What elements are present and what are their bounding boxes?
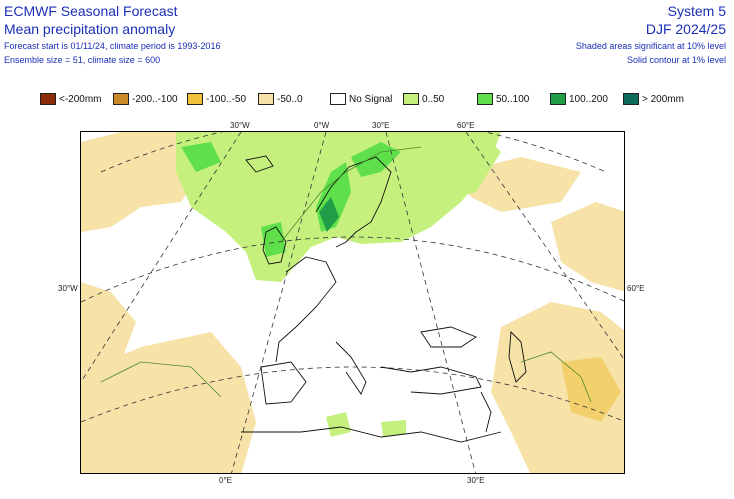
legend-swatch (187, 93, 203, 105)
shade-aegean-small (381, 420, 406, 436)
shade-mediterranean-small (326, 412, 351, 437)
coast-iceland (245, 155, 274, 173)
tick-bottom-30e: 30°E (467, 476, 485, 485)
legend-label: 100..200 (569, 94, 608, 105)
significance-note-10pct: Shaded areas significant at 10% level (575, 41, 726, 51)
negative-anomaly-shading (81, 132, 624, 473)
coast-western-europe (275, 256, 337, 363)
system-label: System 5 (667, 3, 726, 19)
legend-swatch (330, 93, 346, 105)
legend-label: No Signal (349, 94, 393, 105)
forecast-info: Forecast start is 01/11/24, climate peri… (4, 41, 221, 51)
coast-black-sea (420, 326, 477, 348)
coast-british-isles (262, 226, 287, 265)
tick-left-30w: 30°W (58, 284, 78, 293)
tick-top-30w: 30°W (230, 121, 250, 130)
shade-british-isles (261, 222, 286, 257)
coast-balkans-turkey (380, 366, 482, 395)
coast-caspian (508, 330, 527, 383)
legend-label: 0..50 (422, 94, 445, 105)
positive-anomaly-shading-strongest (319, 197, 339, 232)
meridian-60e (465, 132, 624, 360)
legend-label: -200..-100 (132, 94, 178, 105)
tick-top-0w: 0°W (314, 121, 330, 130)
legend-label: 50..100 (496, 94, 530, 105)
legend-swatch (258, 93, 274, 105)
map-canvas (81, 132, 624, 473)
legend-label: -50..0 (277, 94, 303, 105)
legend-label: -100..-50 (206, 94, 247, 105)
coast-italy (335, 341, 367, 395)
graticule (81, 132, 624, 473)
subtitle: Mean precipitation anomaly (4, 21, 176, 37)
tick-top-30e: 30°E (372, 121, 390, 130)
shade-siberia-north (461, 157, 581, 212)
significance-contours (100, 146, 592, 403)
coast-iberia (260, 361, 307, 405)
contour-africa (100, 361, 222, 398)
season-label: DJF 2024/25 (645, 21, 726, 37)
latitude-line-south (81, 366, 624, 423)
shade-eastern-russia (551, 202, 624, 292)
latitude-line-mid (81, 236, 624, 303)
legend-label: > 200mm (642, 94, 684, 105)
legend-swatch (40, 93, 56, 105)
legend-swatch (403, 93, 419, 105)
ensemble-info: Ensemble size = 51, climate size = 600 (4, 55, 161, 65)
precipitation-anomaly-map (80, 131, 625, 474)
legend-swatch (113, 93, 129, 105)
shade-norway-west (319, 197, 339, 232)
shade-atlantic-west (81, 282, 136, 372)
tick-top-60e: 60°E (457, 121, 475, 130)
legend-swatch (550, 93, 566, 105)
significance-note-1pct: Solid contour at 1% level (626, 55, 726, 65)
latitude-line-north (100, 132, 607, 173)
meridian-30w (81, 132, 242, 383)
contour-scandinavia (280, 146, 422, 243)
shade-atlantic-southwest (81, 332, 256, 473)
tick-right-60e: 60°E (627, 284, 645, 293)
contour-middle-east (520, 351, 592, 403)
legend-label: <-200mm (59, 94, 102, 105)
coast-levant (480, 391, 492, 433)
shade-atlantic-northwest (81, 132, 201, 232)
coast-north-africa (241, 426, 502, 443)
shade-middle-east (491, 302, 624, 473)
legend-swatch (477, 93, 493, 105)
shade-iceland-area (181, 142, 221, 172)
legend-swatch (623, 93, 639, 105)
title: ECMWF Seasonal Forecast (4, 3, 178, 19)
tick-bottom-0e: 0°E (219, 476, 232, 485)
